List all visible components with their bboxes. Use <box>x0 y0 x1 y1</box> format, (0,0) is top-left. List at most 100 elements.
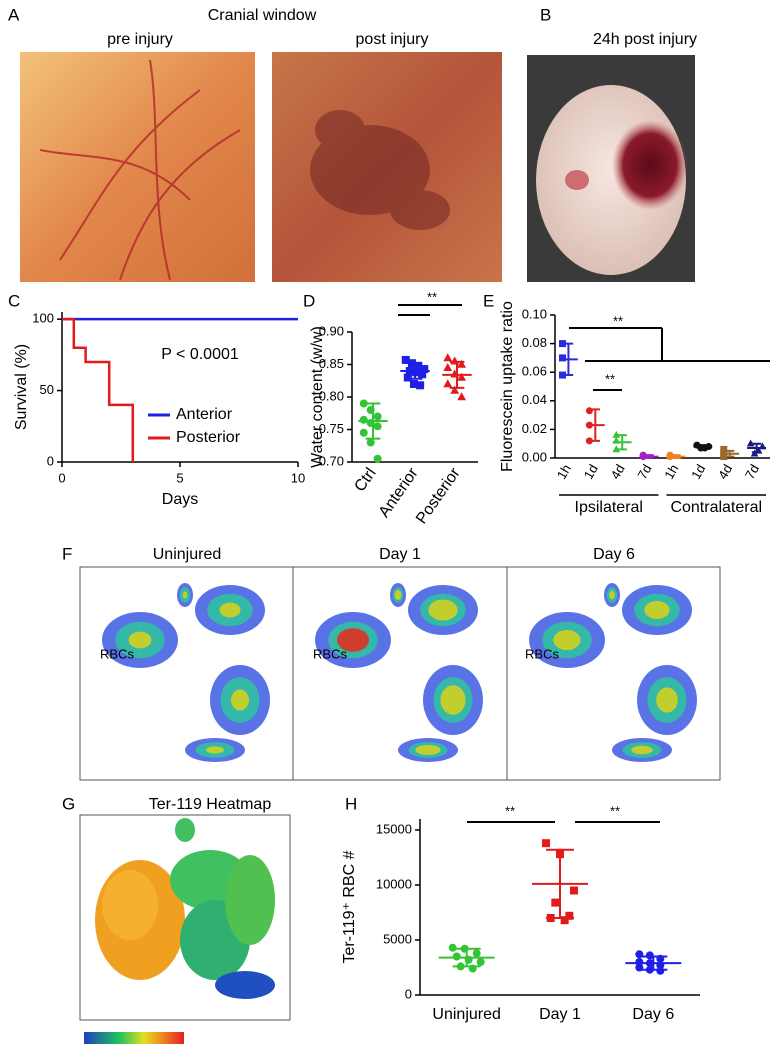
error-bar <box>617 434 627 451</box>
density <box>631 745 653 755</box>
data-point <box>409 380 418 388</box>
data-point <box>366 438 375 447</box>
error-bar <box>563 342 574 377</box>
density <box>128 631 152 649</box>
data-point <box>656 966 665 975</box>
lesion <box>565 170 589 190</box>
y-tick-label: 0.90 <box>319 323 344 338</box>
x-tick-label: 1h <box>554 462 574 482</box>
panel-title: Ter-119 Heatmap <box>149 796 272 813</box>
x-tick-label: Day 6 <box>632 1006 674 1023</box>
density <box>428 599 458 621</box>
error-bar <box>751 442 762 454</box>
density <box>644 601 670 619</box>
density <box>231 689 249 711</box>
y-tick-label: 0.75 <box>319 421 344 436</box>
data-point <box>551 898 560 907</box>
density <box>656 687 678 713</box>
data-point <box>457 372 467 381</box>
data-point <box>559 371 567 379</box>
data-point <box>443 353 453 362</box>
data-point <box>373 412 382 421</box>
data-point <box>373 422 382 431</box>
colorbar <box>84 1032 184 1044</box>
group-label: Ipsilateral <box>575 499 643 516</box>
y-tick-label: 5000 <box>383 931 412 946</box>
data-point <box>559 354 567 362</box>
data-point <box>457 359 467 368</box>
panel-letter: F <box>62 544 72 563</box>
data-point <box>359 428 368 437</box>
error-bar <box>449 360 465 389</box>
data-point <box>452 952 461 961</box>
y-tick-label: 0.02 <box>522 421 547 436</box>
legend-label: Posterior <box>176 429 241 446</box>
annotation: P < 0.0001 <box>161 346 239 363</box>
x-tick-label: 1d <box>688 462 708 482</box>
x-tick-label: 10 <box>291 470 305 485</box>
x-tick-label: 7d <box>742 462 762 482</box>
x-tick-label: 5 <box>176 470 183 485</box>
x-tick-label: Ctrl <box>352 465 380 495</box>
y-tick-label: 0.04 <box>522 392 547 407</box>
density <box>415 744 441 756</box>
panel-title: Cranial window <box>208 7 317 24</box>
y-tick-label: 0 <box>405 986 412 1001</box>
data-point <box>585 407 593 415</box>
data-point <box>412 368 421 377</box>
annotation: ** <box>505 803 515 818</box>
y-tick-label: 0.80 <box>319 388 344 403</box>
y-tick-label: 0 <box>47 453 54 468</box>
density <box>206 746 224 754</box>
error-bar <box>671 454 681 459</box>
hemorrhage <box>310 110 450 230</box>
error-bar <box>546 848 574 919</box>
x-tick-label: Posterior <box>413 464 464 527</box>
y-tick-label: 0.10 <box>522 306 547 321</box>
data-point <box>401 355 410 364</box>
error-bar <box>639 955 668 971</box>
plot-frame <box>79 814 291 1021</box>
survival-line <box>62 317 135 462</box>
data-point <box>476 958 485 966</box>
error-bar <box>407 362 423 380</box>
data-point <box>560 916 569 925</box>
annotation: RBCs <box>525 646 559 661</box>
error-bar <box>698 444 708 449</box>
x-tick-label: Anterior <box>376 464 422 520</box>
data-point <box>416 381 425 390</box>
panel-letter: H <box>345 794 357 813</box>
annotation: RBCs <box>313 646 347 661</box>
data-point <box>450 385 460 394</box>
data-point <box>559 340 567 348</box>
y-tick-label: 0.00 <box>522 449 547 464</box>
panel-letter: B <box>540 5 551 24</box>
error-bar <box>724 449 735 458</box>
data-point <box>746 439 755 447</box>
data-point <box>414 361 423 370</box>
lesion <box>612 120 688 210</box>
plot-label: Day 6 <box>593 546 635 563</box>
x-tick-label: 1d <box>581 462 601 482</box>
y-axis-label: Fluorescein uptake ratio <box>499 301 516 472</box>
density <box>440 685 466 715</box>
data-point <box>542 839 550 848</box>
y-tick-label: 0.08 <box>522 335 547 350</box>
x-tick-label: Day 1 <box>539 1006 581 1023</box>
legend-label: Anterior <box>176 406 233 423</box>
panel-letter: G <box>62 794 75 813</box>
x-axis-label: Days <box>162 491 198 508</box>
image-label: pre injury <box>107 31 173 48</box>
panel-letter: C <box>8 291 20 310</box>
annotation: ** <box>613 313 623 328</box>
x-tick-label: 4d <box>608 462 628 482</box>
data-point <box>570 886 578 895</box>
annotation: ** <box>605 371 615 386</box>
data-point <box>373 454 382 463</box>
data-point <box>565 911 574 920</box>
data-point <box>403 373 412 382</box>
error-bar <box>590 408 601 442</box>
error-bar <box>644 454 654 459</box>
